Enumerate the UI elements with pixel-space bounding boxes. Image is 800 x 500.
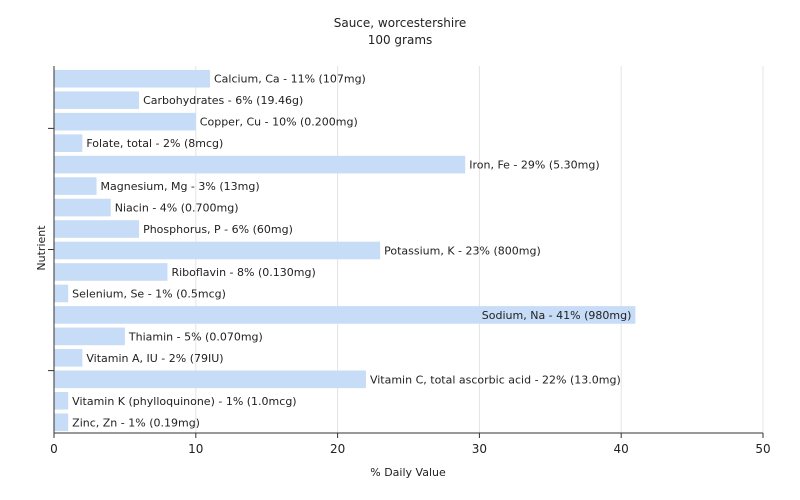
bar [54,155,466,174]
bar-label: Thiamin - 5% (0.070mg) [128,330,263,343]
bars [54,69,636,432]
x-tick-label: 40 [614,442,629,456]
bar [54,241,381,260]
bar-label: Zinc, Zn - 1% (0.19mg) [72,416,200,429]
bar-label: Iron, Fe - 29% (5.30mg) [469,159,599,172]
bar [54,349,83,367]
x-tick-label: 50 [755,442,770,456]
chart-title: Sauce, worcestershire [334,16,467,30]
bar [54,284,69,303]
bar-label: Carbohydrates - 6% (19.46g) [143,94,303,107]
bar [54,370,366,389]
axes [48,66,764,438]
bar [54,327,125,346]
bar [54,306,636,324]
bar-label: Potassium, K - 23% (800mg) [384,245,541,258]
bar [54,177,97,195]
x-axis-title: % Daily Value [370,466,446,479]
bar [54,391,69,410]
x-tick-label: 10 [188,442,203,456]
bar-labels: Calcium, Ca - 11% (107mg) Carbohydrates -… [72,73,631,430]
bar-label: Phosphorus, P - 6% (60mg) [143,223,293,236]
x-tick-label: 30 [472,442,487,456]
bar-label: Riboflavin - 8% (0.130mg) [171,266,315,279]
chart-subtitle: 100 grams [368,33,433,47]
bar-label: Vitamin K (phylloquinone) - 1% (1.0mcg) [72,395,296,408]
bar [54,134,83,152]
y-axis-title: Nutrient [35,225,48,271]
bar-label: Calcium, Ca - 11% (107mg) [214,73,366,86]
bar-label: Niacin - 4% (0.700mg) [115,202,239,215]
bar-label: Copper, Cu - 10% (0.200mg) [200,116,358,129]
bar-label: Selenium, Se - 1% (0.5mcg) [72,287,226,300]
bar-label: Folate, total - 2% (8mcg) [86,137,223,150]
bar [54,413,69,432]
bar-label: Sodium, Na - 41% (980mg) [482,309,632,322]
bar [54,198,111,217]
bar [54,220,140,238]
bar-label: Vitamin A, IU - 2% (79IU) [86,352,223,365]
bar-label: Magnesium, Mg - 3% (13mg) [101,180,260,193]
bar [54,112,196,131]
x-tick-label: 20 [330,442,345,456]
bar [54,91,140,110]
bar-label: Vitamin C, total ascorbic acid - 22% (13… [370,373,621,386]
x-tick-label: 0 [50,442,58,456]
bar [54,69,210,88]
bar [54,263,168,281]
x-tick-labels: 0 10 20 30 40 50 [50,442,770,456]
